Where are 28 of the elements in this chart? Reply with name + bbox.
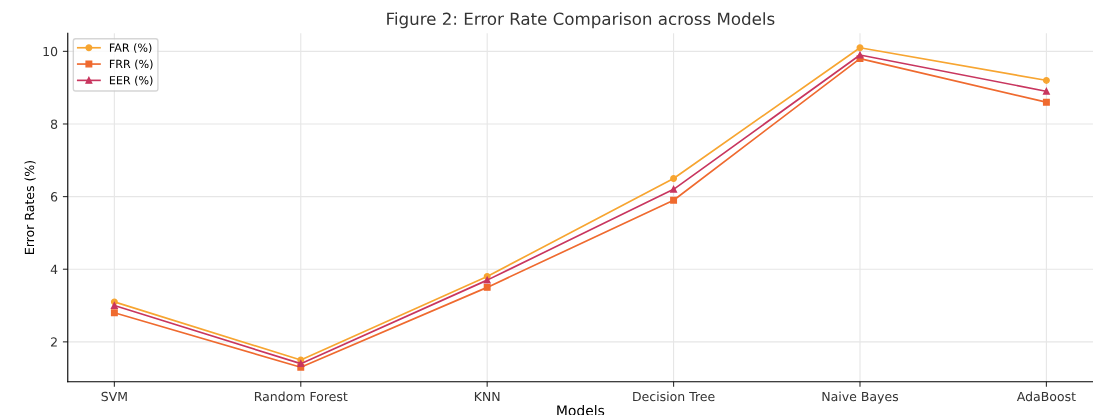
x-axis-title: Models [557,405,605,415]
y-tick-label: 2 [51,337,57,347]
x-tick-label: AdaBoost [1016,391,1076,402]
point [110,302,118,310]
y-tick-label: 8 [50,119,58,129]
point [110,309,118,317]
point [1042,76,1050,84]
point [670,196,678,204]
legend-label: EER (%) [109,75,153,86]
point [1042,98,1050,106]
chart-title: Figure 2: Error Rate Comparison across Models [387,12,775,29]
y-axis-title: Error Rates (%) [24,160,36,254]
x-tick-label: Decision Tree [633,391,715,402]
x-tick-label: SVM [101,391,127,402]
point [1042,87,1050,95]
point [856,44,864,52]
y-tick-label: 10 [43,46,58,57]
x-tick-label: Naive Bayes [822,391,899,404]
x-tick-label: Random Forest [254,391,348,402]
point [483,283,491,291]
legend-label: FRR (%) [109,59,153,70]
y-tick-label: 4 [50,264,58,274]
point [483,276,491,284]
point [670,174,678,182]
x-tick-label: KNN [474,391,500,402]
y-tick-label: 6 [50,192,58,202]
point [670,185,678,193]
legend-label: FAR (%) [109,43,152,54]
